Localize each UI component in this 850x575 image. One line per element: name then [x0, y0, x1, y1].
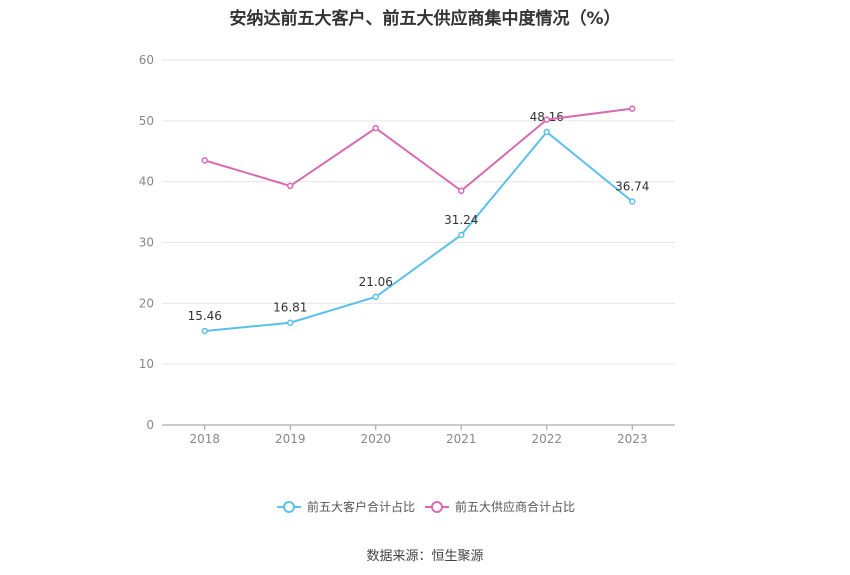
- x-tick-label-2022: 2022: [531, 432, 562, 446]
- series-0-point-2023: [629, 198, 636, 205]
- y-tick-label-50: 50: [139, 114, 154, 128]
- x-tick-label-2019: 2019: [275, 432, 306, 446]
- x-tick-label-2023: 2023: [617, 432, 648, 446]
- y-tick-label-60: 60: [139, 53, 154, 67]
- y-tick-label-30: 30: [139, 236, 154, 250]
- series-line-1: [204, 107, 633, 193]
- series-1-point-2021: [458, 187, 465, 195]
- y-tick-label-0: 0: [146, 418, 154, 432]
- data-source: 数据来源：恒生聚源: [366, 549, 484, 564]
- data-label-2020: 21.06: [359, 275, 393, 289]
- series-1-point-2019: [287, 182, 294, 190]
- data-label-2019: 16.81: [273, 301, 307, 315]
- legend-marker-0: [283, 501, 295, 513]
- series-0-point-2022: [543, 128, 550, 136]
- series-1-point-2020: [372, 124, 379, 132]
- legend-label-1: 前五大供应商合计占比: [455, 499, 575, 514]
- series-1-point-2018: [201, 157, 208, 164]
- legend-marker-1: [431, 501, 443, 513]
- series-0-point-2019: [287, 319, 294, 326]
- series-0-point-2021: [458, 231, 465, 239]
- series-0-point-2020: [372, 293, 379, 301]
- legend-label-0: 前五大客户合计占比: [307, 499, 415, 514]
- data-label-2021: 31.24: [444, 213, 478, 227]
- series-1-point-2022: [543, 116, 550, 123]
- chart-title: 安纳达前五大客户、前五大供应商集中度情况（%）: [229, 9, 621, 29]
- series-0-point-2018: [201, 327, 208, 335]
- series-line-0: [204, 130, 633, 332]
- x-tick-label-2020: 2020: [360, 432, 391, 446]
- y-tick-label-40: 40: [139, 175, 154, 189]
- y-tick-label-10: 10: [139, 357, 154, 371]
- y-tick-label-20: 20: [139, 296, 154, 310]
- x-tick-label-2018: 2018: [189, 432, 220, 446]
- data-label-2023: 36.74: [615, 179, 649, 193]
- data-label-2018: 15.46: [188, 309, 222, 323]
- x-tick-label-2021: 2021: [446, 432, 477, 446]
- series-1-point-2023: [629, 105, 636, 112]
